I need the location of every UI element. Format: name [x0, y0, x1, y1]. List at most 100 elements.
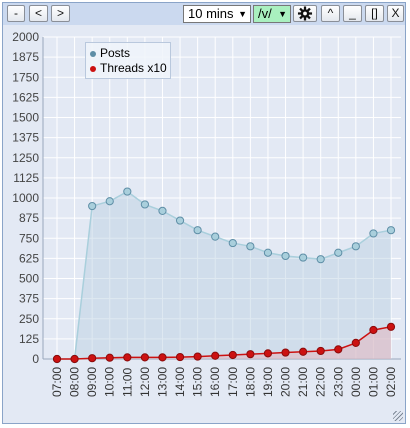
- data-point-posts: [281, 251, 290, 261]
- x-tick-label: 01:00: [366, 367, 380, 397]
- resize-handle[interactable]: [393, 411, 403, 421]
- y-tick-label: 250: [19, 312, 39, 326]
- data-point-threads: [316, 346, 325, 356]
- minimize-button[interactable]: _: [343, 5, 362, 22]
- y-tick-label: 875: [19, 211, 39, 225]
- data-point-posts: [158, 206, 167, 215]
- legend-item-posts: Posts: [90, 46, 130, 61]
- y-tick-label: 1625: [12, 90, 39, 104]
- data-point-posts: [334, 248, 343, 257]
- legend-marker-threads: [90, 65, 96, 72]
- x-tick-label: 13:00: [155, 367, 169, 397]
- next-button[interactable]: >: [51, 5, 70, 22]
- data-point-threads: [123, 353, 132, 362]
- data-point-threads: [246, 350, 255, 359]
- y-tick-label: 1500: [12, 111, 39, 125]
- y-tick-label: 1125: [13, 171, 39, 185]
- data-point-posts: [299, 253, 308, 262]
- data-point-posts: [386, 226, 396, 235]
- data-point-threads: [70, 354, 79, 364]
- x-tick-label: 23:00: [331, 367, 345, 397]
- x-tick-label: 21:00: [296, 367, 310, 397]
- data-point-threads: [369, 325, 378, 335]
- data-point-threads: [228, 350, 237, 360]
- x-tick-label: 00:00: [349, 367, 363, 397]
- y-tick-label: 1000: [12, 191, 39, 205]
- y-tick-label: 1750: [12, 70, 39, 84]
- legend-item-threads: Threads x10: [90, 61, 167, 76]
- legend-marker-posts: [90, 50, 96, 57]
- y-tick-label: 125: [19, 332, 39, 346]
- close-button[interactable]: X: [387, 5, 404, 22]
- x-tick-label: 07:00: [50, 367, 64, 397]
- x-tick-label: 15:00: [191, 367, 205, 397]
- legend-label-threads: Threads x10: [100, 61, 167, 75]
- y-tick-label: 1875: [12, 50, 39, 64]
- data-point-threads: [386, 322, 396, 331]
- x-tick-label: 18:00: [243, 367, 257, 397]
- y-tick-label: 1375: [12, 131, 39, 145]
- x-tick-label: 22:00: [314, 367, 328, 397]
- data-point-threads: [211, 351, 220, 360]
- data-point-posts: [105, 197, 114, 206]
- previous-button[interactable]: <: [29, 5, 48, 22]
- data-point-threads: [299, 347, 308, 356]
- data-point-posts: [123, 187, 132, 196]
- series-area-threads: [57, 326, 391, 359]
- data-point-posts: [193, 226, 202, 235]
- maximize-button[interactable]: []: [365, 5, 384, 22]
- series-area-posts: [57, 191, 391, 359]
- x-tick-label: 17:00: [226, 367, 240, 397]
- y-tick-label: 625: [19, 251, 39, 265]
- x-tick-label: 10:00: [103, 367, 117, 397]
- chevron-down-icon: ▼: [238, 9, 247, 19]
- data-point-posts: [211, 232, 220, 241]
- y-tick-label: 375: [19, 292, 39, 306]
- data-point-posts: [175, 216, 185, 225]
- interval-select[interactable]: 10 mins ▼: [183, 5, 251, 23]
- data-point-threads: [193, 352, 202, 361]
- x-tick-label: 20:00: [279, 367, 293, 397]
- gear-icon: [297, 6, 313, 21]
- settings-button[interactable]: [293, 5, 317, 22]
- data-point-posts: [369, 229, 378, 238]
- data-point-threads: [263, 349, 273, 358]
- chart-legend: Posts Threads x10: [85, 42, 171, 79]
- y-tick-label: 2000: [12, 30, 39, 44]
- chevron-down-icon: ▼: [278, 9, 287, 19]
- data-point-posts: [263, 248, 273, 257]
- data-point-threads: [281, 348, 290, 357]
- x-tick-label: 11:00: [120, 368, 134, 397]
- data-point-posts: [316, 255, 325, 264]
- chart-svg: 0 125 250 375 500 625 750 875 1000 1125 1250 1375 15…: [12, 30, 401, 397]
- x-tick-label: 14:00: [173, 367, 187, 397]
- collapse-button[interactable]: ^: [321, 5, 340, 22]
- data-point-posts: [140, 200, 149, 209]
- y-tick-label: 0: [32, 352, 39, 366]
- board-value: /v/: [258, 6, 272, 21]
- graph-window: - < > 10 mins ▼ /v/ ▼: [2, 2, 406, 424]
- minus-button[interactable]: -: [7, 5, 25, 22]
- y-tick-label: 500: [19, 272, 39, 286]
- data-point-posts: [351, 242, 360, 251]
- x-tick-label: 09:00: [85, 367, 99, 397]
- board-select[interactable]: /v/ ▼: [253, 5, 291, 23]
- data-point-threads: [140, 353, 149, 362]
- data-point-posts: [88, 201, 97, 211]
- x-tick-label: 19:00: [261, 367, 275, 397]
- y-tick-label: 1250: [12, 151, 39, 165]
- data-point-threads: [105, 353, 114, 362]
- x-tick-label: 08:00: [68, 367, 82, 397]
- toolbar: - < > 10 mins ▼ /v/ ▼: [3, 3, 405, 26]
- data-point-threads: [158, 353, 167, 362]
- interval-value: 10 mins: [188, 6, 234, 21]
- data-point-threads: [52, 354, 62, 364]
- x-tick-label: 16:00: [208, 367, 222, 397]
- x-tick-label: 12:00: [138, 367, 152, 397]
- data-point-posts: [246, 242, 255, 251]
- data-point-threads: [351, 338, 360, 347]
- legend-label-posts: Posts: [100, 46, 131, 60]
- y-tick-label: 750: [19, 231, 39, 245]
- data-point-threads: [334, 345, 343, 354]
- data-point-threads: [175, 352, 185, 362]
